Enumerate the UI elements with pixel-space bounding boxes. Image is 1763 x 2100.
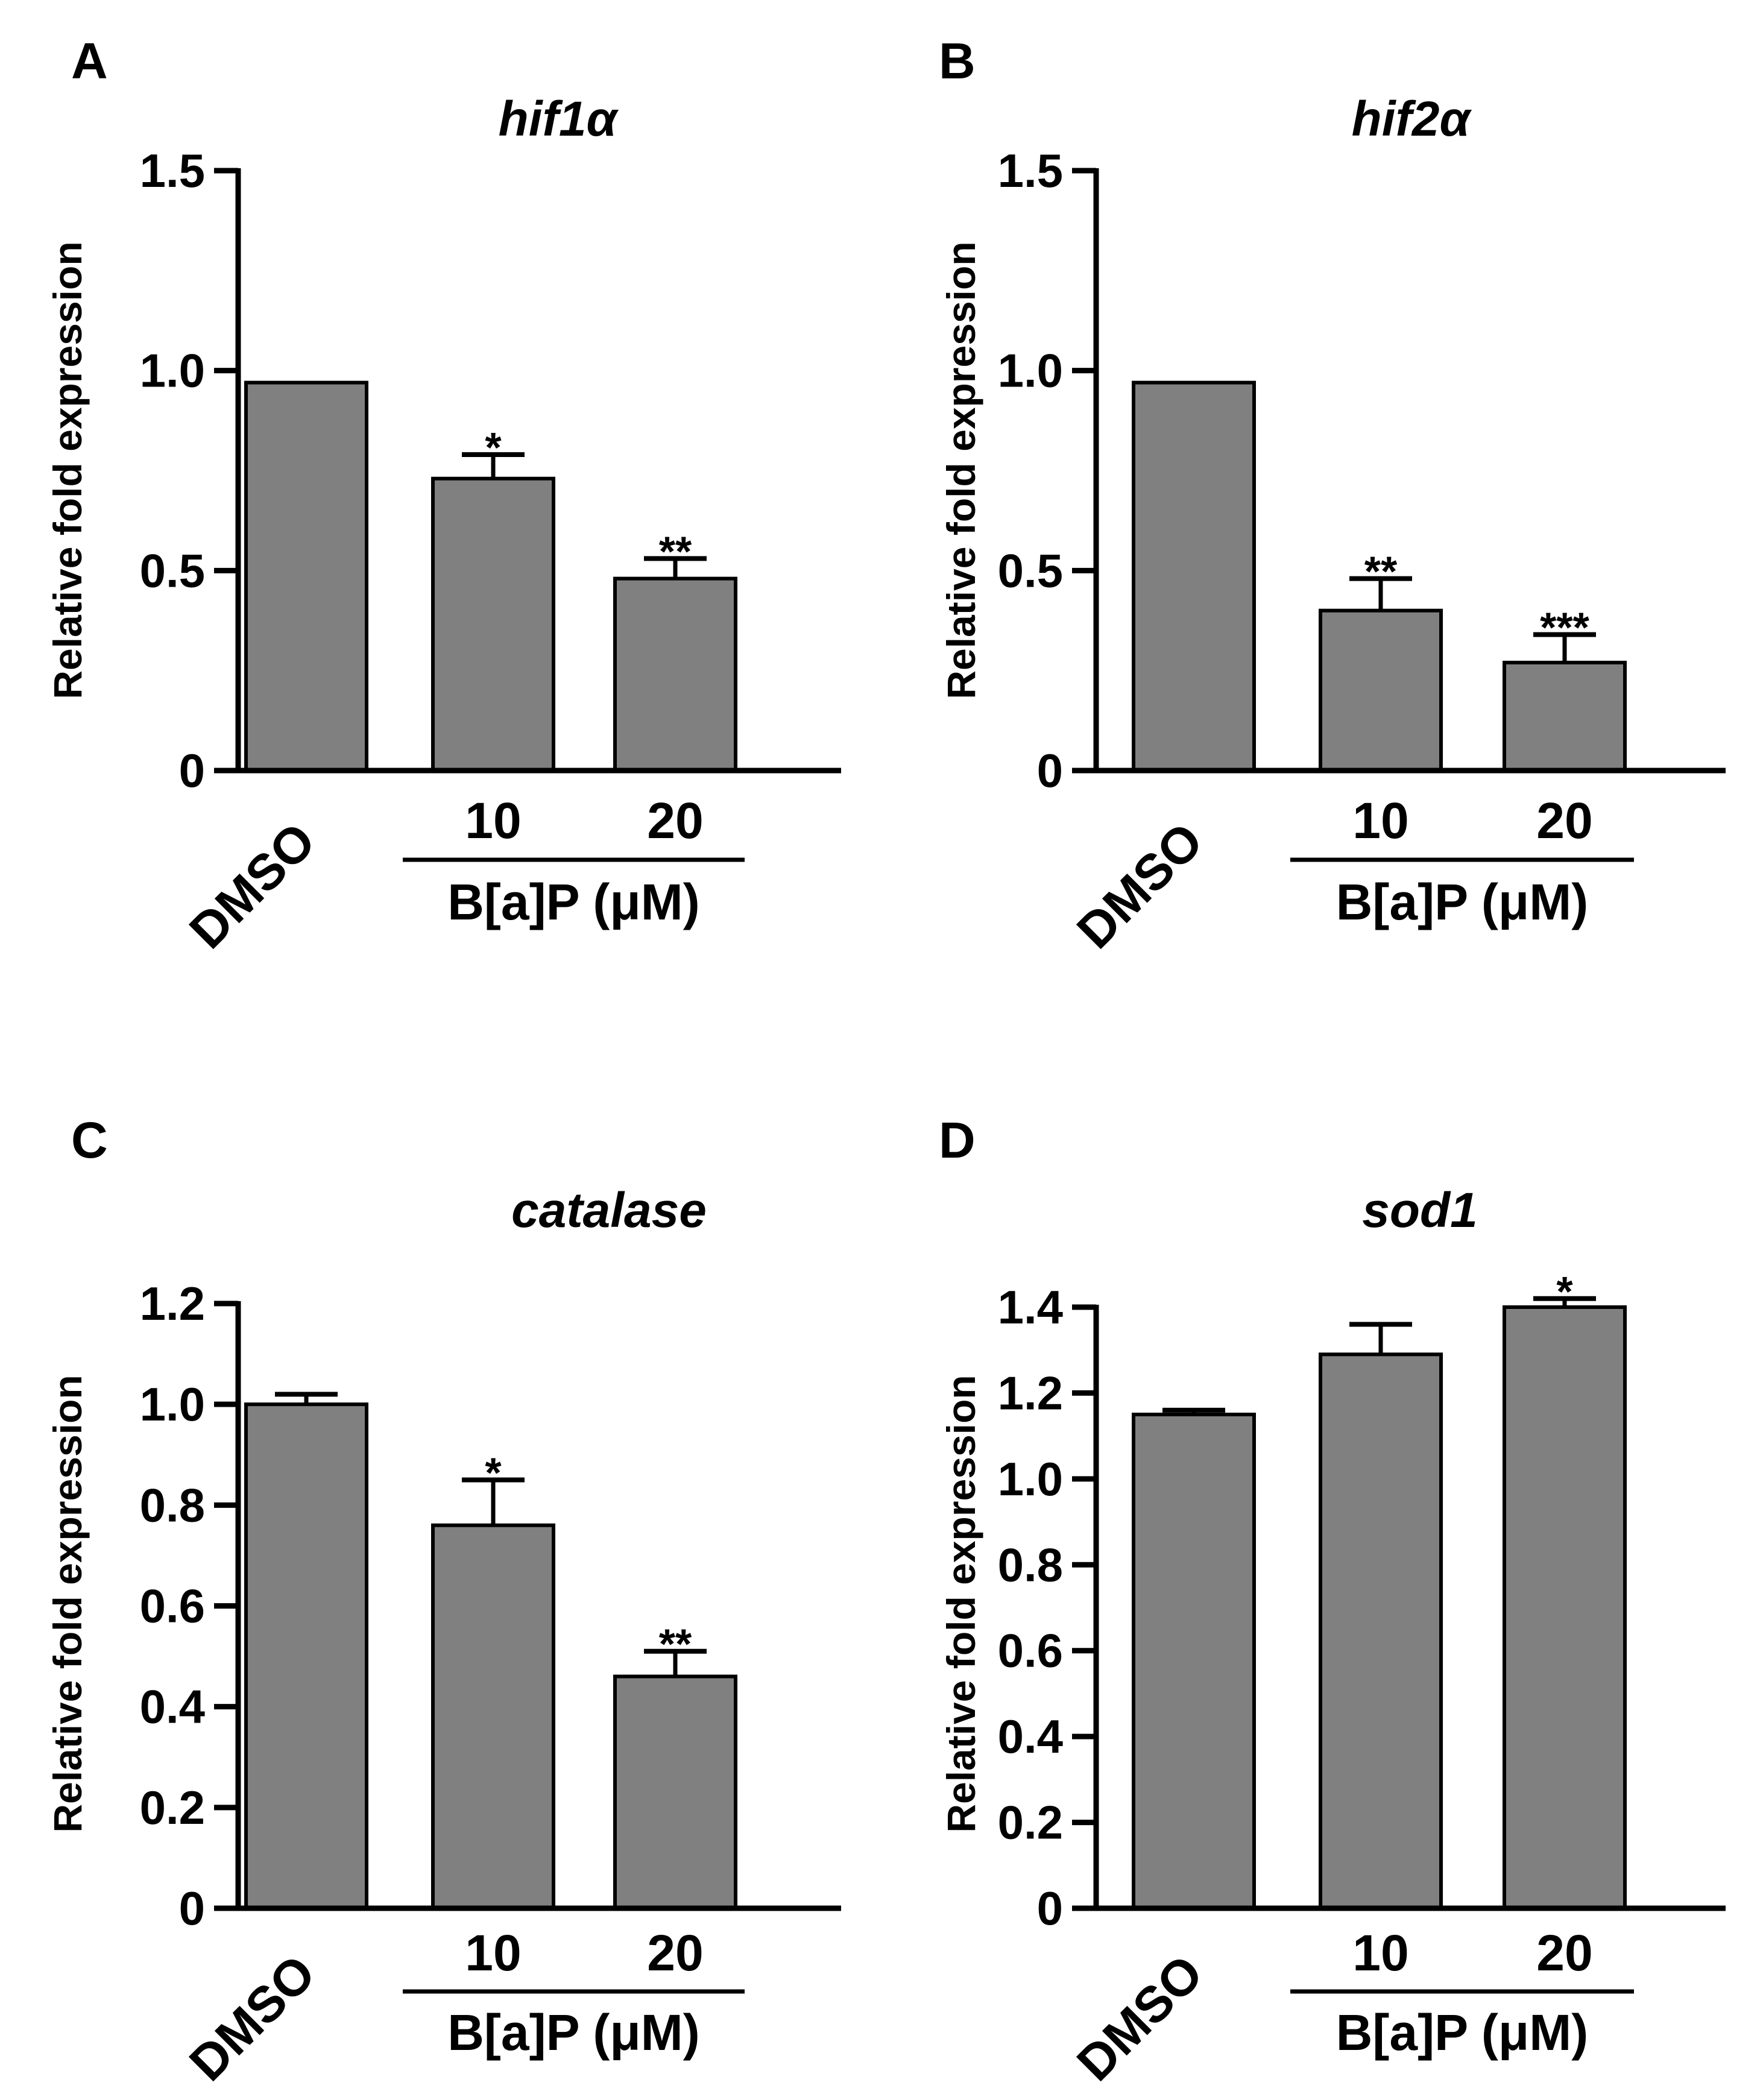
y-tick-label: 1.0 [998,1452,1063,1506]
y-tick-label: 1.4 [998,1281,1063,1334]
bar-20 [1503,660,1627,773]
y-tick-label: 1.5 [998,144,1063,197]
bar-dmso [1132,380,1256,772]
y-tick-label: 1.5 [140,144,205,197]
bar-10 [1319,1352,1443,1910]
chart-title: hif2α [1352,92,1472,147]
y-tick-label: 1.0 [140,344,205,397]
x-tick-label: 20 [647,1925,703,1981]
group-label: B[a]P (μM) [447,2004,699,2061]
significance-marker: ** [659,1621,692,1668]
y-tick-label: 0.4 [998,1710,1063,1763]
significance-marker: * [1556,1268,1573,1315]
group-label: B[a]P (μM) [1336,874,1588,930]
x-tick-label: 10 [465,792,521,849]
group-label: B[a]P (μM) [447,874,699,930]
bar-20 [613,1674,737,1910]
significance-marker: ** [659,528,692,575]
panel-letter: A [71,33,108,89]
y-tick-label: 0.6 [998,1624,1063,1677]
y-tick-label: 0 [179,744,205,797]
y-tick-label: 1.2 [140,1277,205,1330]
y-tick-label: 0.5 [998,544,1063,597]
significance-marker: *** [1540,604,1589,651]
y-tick-label: 1.2 [998,1366,1063,1419]
y-tick-label: 0 [1037,1882,1063,1935]
bar-20 [613,576,737,772]
y-tick-label: 0.6 [140,1580,205,1633]
y-tick-label: 0 [1037,744,1063,797]
y-tick-label: 0.5 [140,544,205,597]
bar-10 [431,1523,555,1910]
panel-letter: B [939,33,976,89]
x-tick-label: 10 [1352,1925,1408,1981]
x-tick-label: 20 [1536,1925,1592,1981]
x-tick-label: 20 [1536,792,1592,849]
panel-letter: D [939,1112,976,1168]
bar-dmso [244,380,368,772]
bar-dmso [1132,1413,1256,1910]
y-tick-label: 0.4 [140,1680,205,1733]
y-tick-label: 0.8 [998,1538,1063,1591]
group-label: B[a]P (μM) [1336,2004,1588,2061]
y-axis-label: Relative fold expression [45,1375,90,1832]
chart-title: hif1α [499,92,619,147]
chart-title: catalase [511,1183,707,1238]
bar-10 [431,476,555,772]
significance-marker: ** [1364,548,1398,595]
y-axis-label: Relative fold expression [45,241,90,699]
y-tick-label: 0.8 [140,1478,205,1531]
bar-dmso [244,1402,368,1911]
y-tick-label: 1.0 [998,344,1063,397]
y-tick-label: 0 [179,1882,205,1935]
x-tick-label: 10 [1352,792,1408,849]
bar-10 [1319,608,1443,773]
bar-20 [1503,1305,1627,1910]
chart-title: sod1 [1362,1183,1477,1238]
y-axis-label: Relative fold expression [939,1375,983,1832]
y-tick-label: 0.2 [998,1796,1063,1849]
significance-marker: * [485,1449,502,1496]
y-axis-label: Relative fold expression [939,241,983,699]
panel-letter: C [71,1112,108,1168]
y-tick-label: 1.0 [140,1378,205,1431]
significance-marker: * [485,424,502,471]
y-tick-label: 0.2 [140,1781,205,1834]
x-tick-label: 20 [647,792,703,849]
x-tick-label: 10 [465,1925,521,1981]
